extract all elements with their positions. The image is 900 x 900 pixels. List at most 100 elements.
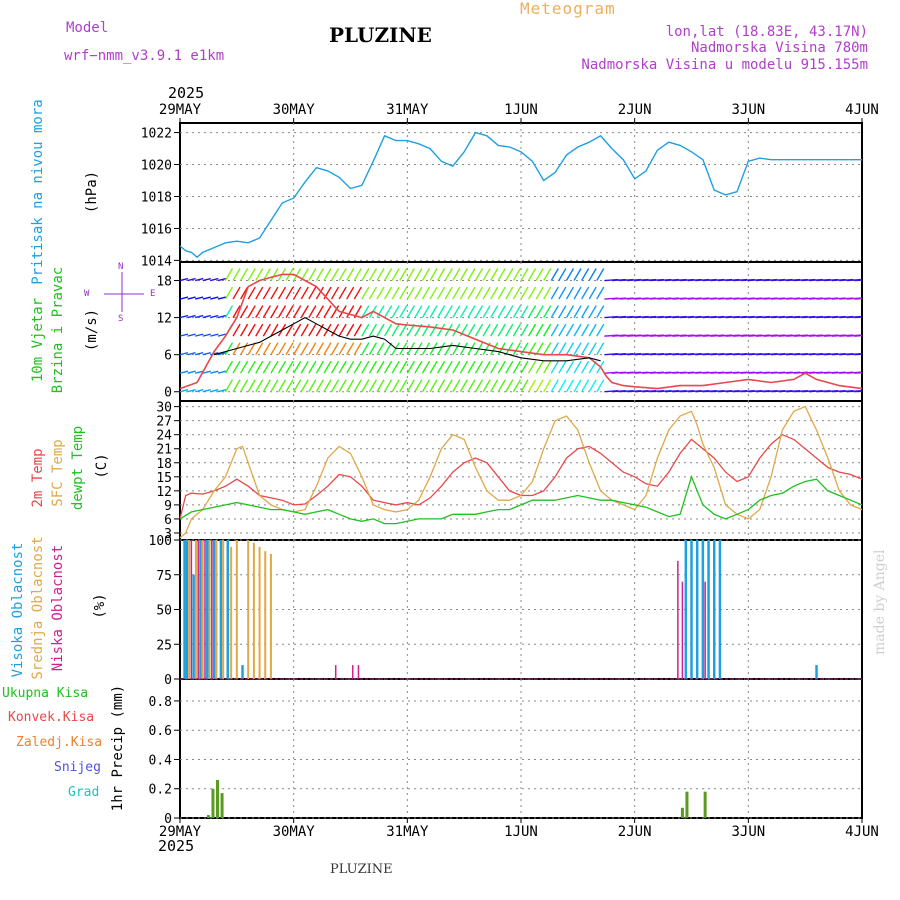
wind-barb xyxy=(247,342,256,356)
wind-barb xyxy=(315,379,325,393)
wind-barb xyxy=(262,286,271,300)
y-tick-label: 0.4 xyxy=(149,753,173,768)
wind-barb xyxy=(194,296,204,300)
mid-cloud-bar xyxy=(247,540,250,679)
wind-barb xyxy=(194,351,204,356)
low-cloud-bar xyxy=(197,540,199,679)
wind-barb xyxy=(588,305,597,318)
wind-barb xyxy=(558,268,567,281)
wind-barb xyxy=(232,305,241,318)
wind-barb xyxy=(444,268,453,281)
wind-barb xyxy=(535,342,544,356)
y-tick-label: 0.2 xyxy=(149,783,172,798)
wind-barb xyxy=(452,268,461,281)
low-cloud-bar xyxy=(704,581,706,679)
high-cloud-bar xyxy=(684,540,688,679)
wind-barb xyxy=(406,305,415,318)
wind-barb xyxy=(323,305,332,318)
wind-barb xyxy=(262,305,271,318)
wind-barb xyxy=(527,323,537,337)
year-bottom: 2025 xyxy=(158,837,195,855)
altitude-label: Nadmorska Visina 780m xyxy=(690,40,868,56)
model-altitude-label: Nadmorska Visina u modelu 915.155m xyxy=(581,57,868,73)
wind-gust-line xyxy=(179,273,863,390)
wind-barb xyxy=(437,360,446,374)
high-cloud-bar xyxy=(192,574,195,679)
wind-barb xyxy=(210,333,219,337)
wind-barb xyxy=(232,268,241,281)
wind-barb xyxy=(255,342,264,356)
mid-cloud-bar xyxy=(258,546,261,679)
wind-barb xyxy=(429,268,438,281)
low-cloud-bar xyxy=(334,665,337,679)
wind-barb xyxy=(330,286,340,300)
wind-barb xyxy=(467,286,476,300)
wind-barb xyxy=(194,389,204,393)
wind-barb xyxy=(497,360,506,374)
wind-barb xyxy=(210,389,219,393)
wind-barb xyxy=(180,296,189,300)
wind-barb xyxy=(505,323,514,337)
wind-barb xyxy=(346,323,355,337)
wind-barb xyxy=(421,286,431,300)
wind-barb xyxy=(391,360,400,374)
wind-barb xyxy=(467,323,476,337)
wind-axis-label-2: Brzina i Pravac xyxy=(50,266,66,394)
wind-barb xyxy=(217,389,227,393)
bottom-date-label: 4JUN xyxy=(845,824,879,840)
wind-barb xyxy=(210,314,219,319)
wind-barb xyxy=(399,268,408,281)
wind-barb xyxy=(391,268,400,281)
wind-barb xyxy=(565,305,575,318)
wind-barb xyxy=(361,342,370,356)
wind-barb xyxy=(346,342,355,356)
bottom-date-label: 31MAY xyxy=(386,824,429,840)
wind-barb xyxy=(421,268,431,281)
temp-line-dewpt xyxy=(179,474,863,525)
wind-unit-label: (m/s) xyxy=(84,308,100,352)
wind-barb xyxy=(376,323,385,337)
wind-barb xyxy=(330,342,340,356)
wind-barb xyxy=(361,268,370,281)
wind-barb xyxy=(232,286,241,300)
wind-barb xyxy=(277,379,287,393)
wind-barb xyxy=(565,268,575,281)
low-cloud-bar xyxy=(681,581,684,679)
wind-barb xyxy=(383,286,393,300)
wind-barb xyxy=(467,379,476,393)
wind-barb xyxy=(277,360,287,374)
mid-cloud-bar xyxy=(215,540,218,679)
wind-barb xyxy=(543,305,552,318)
wind-barb xyxy=(421,360,431,374)
wind-barb xyxy=(383,305,393,318)
wind-barb xyxy=(240,323,249,337)
wind-barb xyxy=(346,360,355,374)
wind-barb xyxy=(338,342,347,356)
wind-barb xyxy=(444,286,453,300)
high-cloud-bar xyxy=(185,540,189,679)
wind-barb xyxy=(474,305,484,318)
wind-barb xyxy=(255,286,264,300)
wind-barb xyxy=(315,286,325,300)
wind-barb xyxy=(224,342,234,356)
wind-barb xyxy=(482,268,491,281)
wind-barb xyxy=(505,305,514,318)
wind-barb xyxy=(512,379,522,393)
top-date-label: 4JUN xyxy=(845,102,879,118)
wind-barb xyxy=(194,314,204,319)
wind-barb xyxy=(217,333,227,337)
wind-barb xyxy=(854,390,862,393)
wind-barb xyxy=(573,305,582,318)
wind-barb xyxy=(467,305,476,318)
wind-barb xyxy=(550,323,559,337)
y-tick-label: 6 xyxy=(164,349,172,364)
wind-barb xyxy=(180,389,189,393)
wind-barb xyxy=(285,323,294,337)
wind-barb xyxy=(429,342,438,356)
wind-barb xyxy=(293,305,302,318)
wind-barb xyxy=(338,323,347,337)
wind-barb xyxy=(180,351,189,356)
wind-barb xyxy=(247,305,256,318)
wind-barb xyxy=(247,268,256,281)
wind-barb xyxy=(429,286,438,300)
